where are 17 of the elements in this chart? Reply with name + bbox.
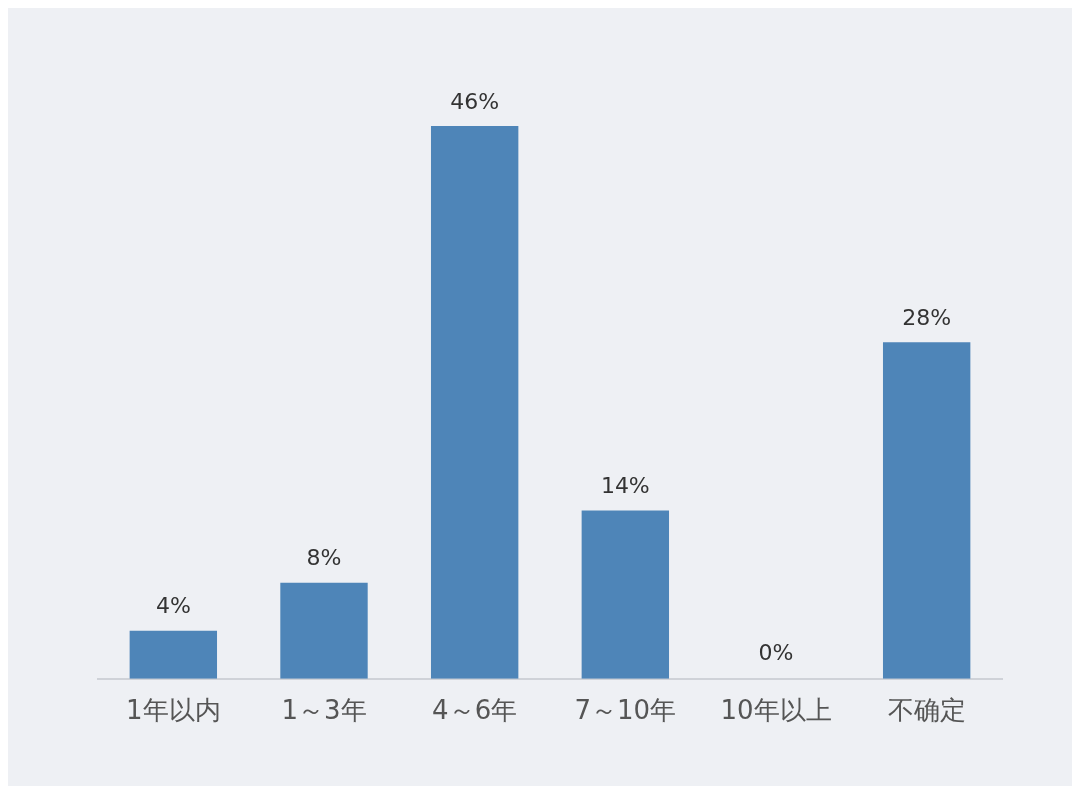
x-tick-label: 7～10年 xyxy=(574,695,677,726)
bar xyxy=(129,630,218,679)
data-label: 8% xyxy=(306,545,342,571)
data-label: 14% xyxy=(600,473,650,499)
bar xyxy=(280,582,368,679)
x-tick-label: 1～3年 xyxy=(281,695,367,726)
x-tick-label: 10年以上 xyxy=(720,695,832,726)
x-tick-label: 4～6年 xyxy=(432,695,518,726)
data-label: 0% xyxy=(758,639,794,665)
bar xyxy=(430,126,519,679)
x-tick-label: 1年以内 xyxy=(126,695,221,726)
x-tick-label: 不确定 xyxy=(887,695,966,726)
data-label: 46% xyxy=(450,88,500,114)
bar xyxy=(882,342,971,679)
bar xyxy=(581,510,670,679)
data-label: 28% xyxy=(902,305,952,331)
data-label: 4% xyxy=(155,593,191,619)
